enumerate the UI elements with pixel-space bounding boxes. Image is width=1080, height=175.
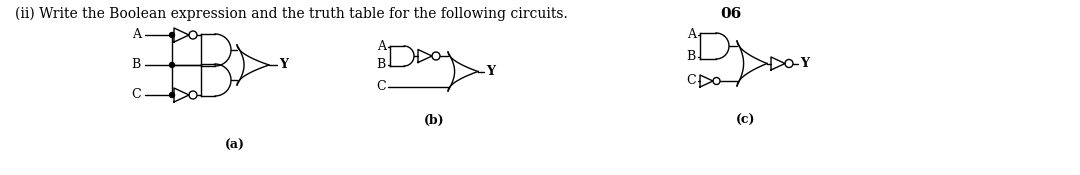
Text: (c): (c) [737,114,756,127]
Text: (ii) Write the Boolean expression and the truth table for the following circuits: (ii) Write the Boolean expression and th… [15,7,568,21]
Text: B: B [132,58,141,72]
Text: A: A [687,29,696,41]
Text: (a): (a) [225,138,245,152]
Text: B: B [687,51,696,64]
Text: Y: Y [800,57,809,70]
Text: C: C [687,75,696,88]
Circle shape [170,33,175,37]
Text: Y: Y [279,58,288,72]
Circle shape [170,93,175,97]
Text: A: A [377,40,386,54]
Text: (b): (b) [423,114,444,127]
Text: B: B [377,58,386,72]
Text: 06: 06 [720,7,741,21]
Text: Y: Y [486,65,495,78]
Circle shape [170,62,175,68]
Text: A: A [132,29,141,41]
Text: C: C [376,80,386,93]
Text: C: C [132,89,141,101]
